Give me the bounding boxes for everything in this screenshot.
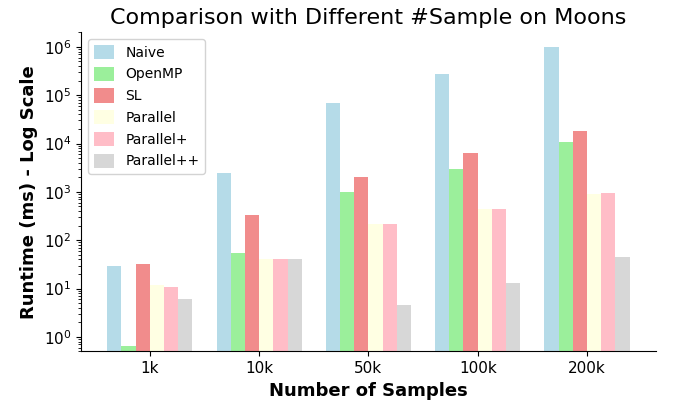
Bar xyxy=(287,259,301,404)
Bar xyxy=(383,224,397,404)
Bar xyxy=(178,299,193,404)
Bar xyxy=(354,177,368,404)
Bar xyxy=(544,47,558,404)
Legend: Naive, OpenMP, SL, Parallel, Parallel+, Parallel++: Naive, OpenMP, SL, Parallel, Parallel+, … xyxy=(88,39,206,174)
Bar xyxy=(492,208,506,404)
Bar xyxy=(164,286,178,404)
Y-axis label: Runtime (ms) - Log Scale: Runtime (ms) - Log Scale xyxy=(20,65,38,319)
Bar xyxy=(615,257,629,404)
Bar xyxy=(397,305,411,404)
Bar xyxy=(259,259,273,404)
Bar xyxy=(273,259,287,404)
X-axis label: Number of Samples: Number of Samples xyxy=(269,382,468,400)
Bar xyxy=(435,74,450,404)
Title: Comparison with Different #Sample on Moons: Comparison with Different #Sample on Moo… xyxy=(110,8,627,28)
Bar xyxy=(245,215,259,404)
Bar xyxy=(122,346,136,404)
Bar xyxy=(216,173,231,404)
Bar xyxy=(136,264,150,404)
Bar xyxy=(231,253,245,404)
Bar xyxy=(558,141,573,404)
Bar xyxy=(587,194,601,404)
Bar xyxy=(506,283,521,404)
Bar xyxy=(340,192,354,404)
Bar xyxy=(107,265,122,404)
Bar xyxy=(326,103,340,404)
Bar xyxy=(464,153,478,404)
Bar xyxy=(478,208,492,404)
Bar xyxy=(601,193,615,404)
Bar xyxy=(368,224,383,404)
Bar xyxy=(573,131,587,404)
Bar xyxy=(450,169,464,404)
Bar xyxy=(150,285,164,404)
